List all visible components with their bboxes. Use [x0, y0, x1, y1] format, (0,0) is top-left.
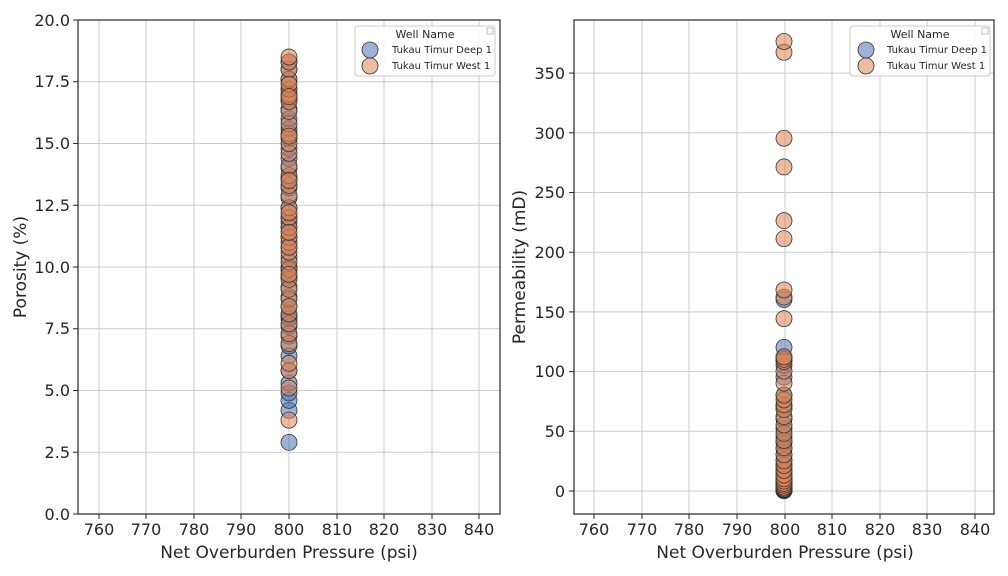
porosity-x-axis-label: Net Overburden Pressure (psi): [160, 543, 417, 563]
permeability-x-tick-label: 800: [770, 520, 801, 539]
porosity-y-tick-label: 7.5: [45, 319, 70, 338]
legend-corner-icon: [486, 27, 494, 35]
permeability-x-tick-label: 770: [627, 520, 658, 539]
porosity-point-tukau-timur-west-1: [280, 354, 298, 372]
porosity-x-tick-label: 760: [84, 520, 115, 539]
porosity-point-tukau-timur-west-1: [280, 127, 298, 145]
permeability-y-tick-label: 250: [534, 183, 565, 202]
porosity-y-tick-label: 20.0: [34, 11, 70, 30]
legend-label-deep: Tukau Timur Deep 1: [391, 45, 492, 56]
permeability-point-tukau-timur-west-1: [775, 212, 793, 230]
porosity-point-tukau-timur-west-1: [280, 224, 298, 241]
permeability-chart: 760 770 780 790 800 810 820 830 840 0 50…: [510, 19, 995, 563]
porosity-x-tick-label: 820: [369, 520, 400, 539]
porosity-legend[interactable]: Well Name Tukau Timur Deep 1 Tukau Timur…: [354, 25, 496, 77]
permeability-scatter-points: [775, 33, 793, 500]
legend-entry-west[interactable]: Tukau Timur West 1: [361, 57, 490, 75]
porosity-y-tick-label: 10.0: [34, 258, 70, 277]
legend-marker-deep-icon: [361, 41, 379, 59]
permeability-x-ticks: 760 770 780 790 800 810 820 830 840: [579, 514, 991, 539]
permeability-point-tukau-timur-west-1: [775, 281, 793, 299]
porosity-y-tick-label: 0.0: [45, 505, 70, 524]
permeability-x-tick-label: 830: [912, 520, 943, 539]
porosity-point-tukau-timur-west-1: [280, 88, 298, 105]
porosity-x-tick-label: 810: [322, 520, 353, 539]
legend-marker-west-icon: [857, 57, 875, 75]
porosity-scatter-points: [280, 48, 298, 451]
legend-marker-deep-icon: [857, 41, 875, 59]
legend-entry-deep[interactable]: Tukau Timur Deep 1: [361, 41, 492, 59]
permeability-x-tick-label: 790: [722, 520, 753, 539]
porosity-point-tukau-timur-west-1: [280, 172, 298, 189]
porosity-point-tukau-timur-west-1: [280, 266, 298, 283]
permeability-plot-frame: [573, 19, 995, 515]
permeability-legend-box: [849, 25, 991, 77]
permeability-point-tukau-timur-west-1: [775, 230, 793, 248]
porosity-y-tick-label: 15.0: [34, 134, 70, 153]
permeability-x-axis-label: Net Overburden Pressure (psi): [656, 543, 913, 563]
porosity-y-axis-label: Porosity (%): [11, 216, 31, 318]
permeability-legend[interactable]: Well Name Tukau Timur Deep 1 Tukau Timur…: [849, 25, 991, 77]
permeability-point-tukau-timur-west-1: [775, 33, 793, 50]
porosity-point-tukau-timur-deep-1: [280, 433, 298, 451]
porosity-point-tukau-timur-west-1: [280, 411, 298, 429]
legend-label-deep: Tukau Timur Deep 1: [886, 45, 987, 56]
porosity-x-tick-label: 770: [131, 520, 162, 539]
permeability-y-tick-label: 200: [534, 243, 565, 262]
legend-entry-deep[interactable]: Tukau Timur Deep 1: [857, 41, 987, 59]
permeability-x-tick-label: 840: [960, 520, 991, 539]
permeability-x-tick-label: 760: [579, 520, 610, 539]
porosity-point-tukau-timur-west-1: [280, 204, 298, 222]
legend-marker-west-icon: [361, 57, 379, 75]
porosity-x-tick-label: 790: [226, 520, 257, 539]
permeability-x-tick-label: 820: [865, 520, 896, 539]
permeability-point-tukau-timur-west-1: [775, 158, 793, 176]
porosity-point-tukau-timur-west-1: [280, 48, 298, 66]
legend-label-west: Tukau Timur West 1: [391, 61, 490, 72]
porosity-x-ticks: 760 770 780 790 800 810 820 830 840: [84, 514, 495, 539]
legend-label-west: Tukau Timur West 1: [886, 61, 985, 72]
porosity-chart: 760 770 780 790 800 810 820 830 840 0.0 …: [11, 11, 501, 563]
permeability-legend-title: Well Name: [890, 28, 949, 41]
permeability-y-tick-label: 50: [545, 422, 565, 441]
porosity-x-tick-label: 780: [179, 520, 210, 539]
permeability-y-tick-label: 350: [534, 64, 565, 83]
legend-entry-west[interactable]: Tukau Timur West 1: [857, 57, 985, 75]
porosity-x-tick-label: 840: [464, 520, 495, 539]
porosity-point-tukau-timur-west-1: [280, 238, 298, 256]
permeability-x-tick-label: 810: [817, 520, 848, 539]
porosity-legend-title: Well Name: [395, 28, 454, 41]
porosity-point-tukau-timur-west-1: [280, 298, 298, 315]
permeability-point-tukau-timur-west-1: [775, 310, 793, 328]
permeability-y-tick-label: 150: [534, 303, 565, 322]
permeability-point-tukau-timur-west-1: [775, 129, 793, 147]
permeability-y-tick-label: 300: [534, 124, 565, 143]
porosity-y-tick-label: 12.5: [34, 196, 70, 215]
porosity-legend-box: [354, 25, 496, 77]
permeability-y-ticks: 0 50 100 150 200 250 300 350: [534, 64, 574, 501]
porosity-y-tick-label: 5.0: [45, 381, 70, 400]
permeability-point-tukau-timur-west-1: [775, 348, 793, 366]
legend-corner-icon: [981, 27, 989, 35]
permeability-y-tick-label: 100: [534, 362, 565, 381]
porosity-y-tick-label: 2.5: [45, 443, 70, 462]
porosity-y-ticks: 0.0 2.5 5.0 7.5 10.0 12.5 15.0 17.5 20.0: [34, 11, 78, 524]
porosity-point-tukau-timur-west-1: [280, 379, 298, 397]
permeability-y-axis-label: Permeability (mD): [510, 190, 530, 344]
porosity-x-tick-label: 800: [274, 520, 305, 539]
permeability-x-tick-label: 780: [674, 520, 705, 539]
porosity-y-tick-label: 17.5: [34, 72, 70, 91]
porosity-x-tick-label: 830: [417, 520, 448, 539]
permeability-y-tick-label: 0: [555, 482, 565, 501]
